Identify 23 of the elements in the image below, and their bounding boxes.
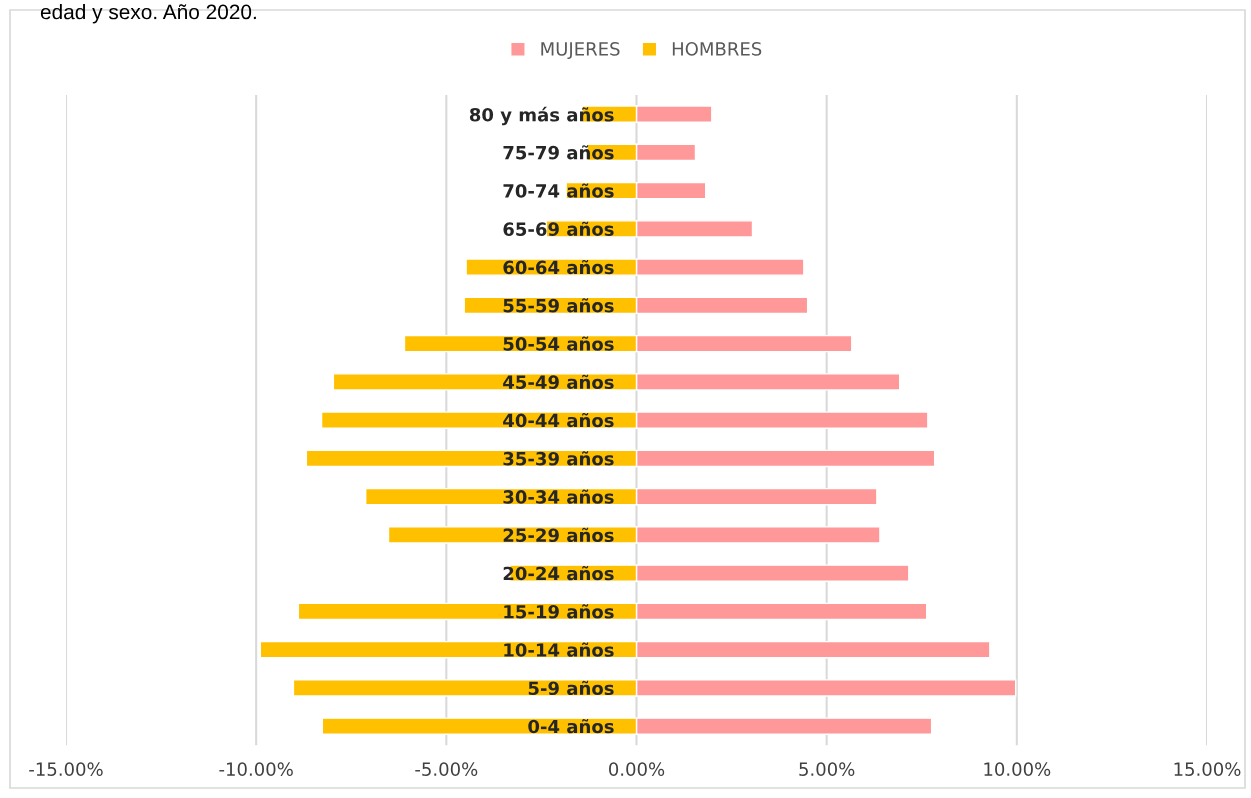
y-tick-label: 25-29 años bbox=[503, 527, 614, 543]
y-tick-label: 30-34 años bbox=[503, 489, 614, 504]
chart-title: edad y sexo. Año 2020. bbox=[40, 4, 256, 24]
x-tick-label: 10.00% bbox=[984, 762, 1051, 776]
x-tick-label: -10.00% bbox=[219, 762, 293, 776]
legend-label: MUJERES bbox=[541, 42, 620, 60]
y-tick-label: 60-64 años bbox=[503, 259, 614, 275]
y-tick-label: 0-4 años bbox=[528, 719, 614, 734]
x-tick-label: 5.00% bbox=[799, 762, 855, 776]
y-tick-label: 5-9 años bbox=[528, 680, 614, 696]
y-tick-label: 10-14 años bbox=[504, 642, 614, 657]
y-tick-label: 50-54 años bbox=[503, 336, 614, 351]
x-tick-label: -5.00% bbox=[415, 762, 478, 776]
x-tick-label: 15.00% bbox=[1174, 762, 1241, 776]
y-tick-label: 35-39 años bbox=[503, 451, 614, 466]
y-tick-label: 70-74 años bbox=[503, 183, 614, 198]
legend-label: HOMBRES bbox=[672, 42, 762, 56]
y-tick-label: 45-49 años bbox=[503, 374, 614, 390]
y-tick-label: 55-59 años bbox=[503, 298, 614, 313]
x-tick-label: 0.00% bbox=[609, 762, 665, 776]
x-tick-label: -15.00% bbox=[29, 762, 103, 776]
y-tick-label: 15-19 años bbox=[504, 604, 614, 619]
y-tick-label: 40-44 años bbox=[503, 412, 614, 428]
